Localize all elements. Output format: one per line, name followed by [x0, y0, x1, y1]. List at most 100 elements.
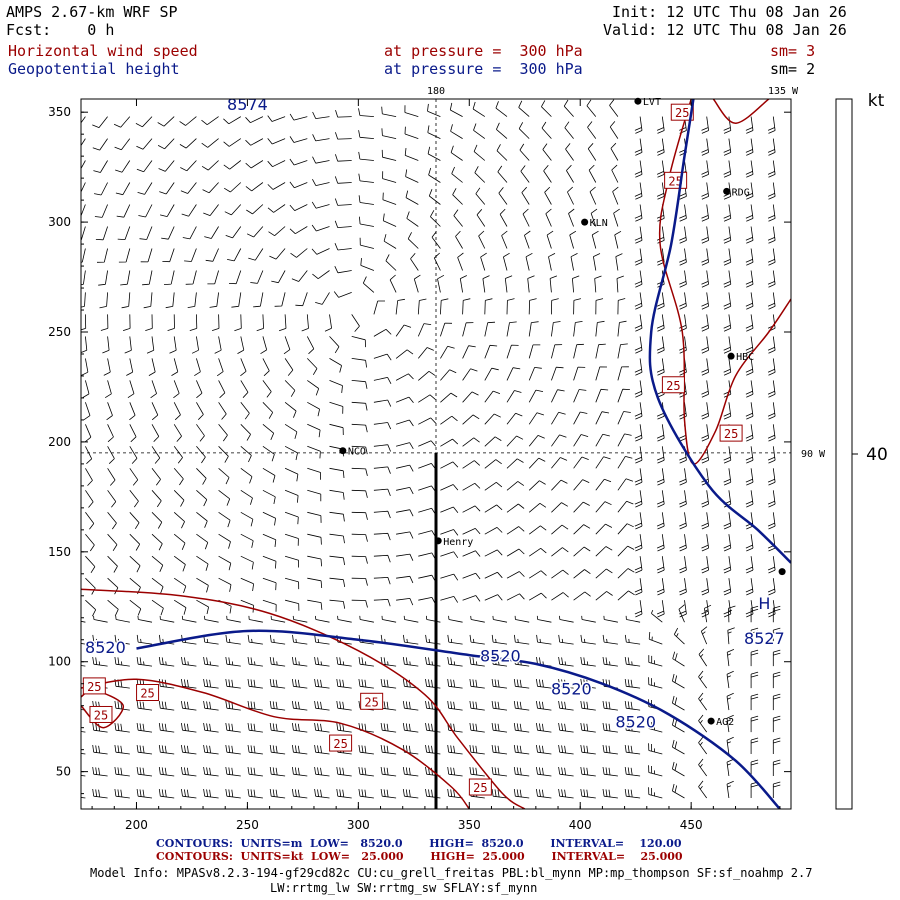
wind-barb	[573, 524, 591, 535]
wind-barb	[476, 209, 486, 227]
wind-barb	[425, 766, 441, 777]
wind-barb	[336, 700, 352, 711]
wind-barb	[558, 634, 574, 645]
wind-barb	[536, 766, 552, 777]
wind-barb	[551, 547, 569, 557]
wind-barb	[81, 182, 86, 193]
wind-barb	[418, 370, 436, 381]
wind-barb	[573, 546, 591, 557]
wind-barb	[404, 126, 419, 139]
wind-barb	[634, 402, 643, 420]
wind-barb	[595, 388, 609, 403]
wind-barb	[522, 208, 530, 227]
wind-barb	[396, 464, 414, 472]
wind-barb	[551, 524, 569, 535]
model-info-physics: LW:rrtmg_lw SW:rrtmg_sw SFLAY:sf_mynn	[270, 881, 538, 895]
y-tick-label: 50	[56, 765, 71, 779]
wind-barb	[634, 292, 643, 310]
wind-barb	[698, 736, 708, 755]
wind-barb	[173, 599, 187, 615]
wind-barb	[634, 226, 643, 244]
wind-barb	[656, 138, 665, 156]
wind-barb	[203, 204, 219, 216]
wind-barb	[351, 445, 368, 455]
wind-barb	[527, 275, 535, 293]
wind-barb	[225, 678, 241, 689]
wind-barb	[469, 744, 485, 755]
wind-barb	[545, 208, 552, 227]
wind-barb	[462, 528, 481, 535]
wind-barb	[247, 722, 263, 733]
wind-barb	[98, 270, 108, 286]
wind-barb	[542, 143, 552, 161]
wind-contour-label-box	[329, 734, 353, 752]
wind-barb	[506, 321, 517, 337]
wind-barb	[324, 314, 332, 332]
station-label: Henry	[443, 537, 473, 548]
wind-barb	[634, 600, 643, 618]
wind-barb	[484, 413, 501, 425]
wind-barb	[381, 106, 397, 117]
wind-barb	[440, 484, 459, 491]
wind-barb	[205, 248, 219, 262]
wind-barb	[513, 700, 530, 711]
wind-barb	[99, 292, 108, 309]
wind-barb	[447, 722, 463, 733]
wind-barb	[767, 116, 776, 134]
wind-barb	[96, 248, 108, 263]
wind-barb	[617, 388, 630, 403]
wind-barb	[292, 615, 308, 623]
wind-barb	[745, 248, 754, 266]
wind-barb	[480, 252, 487, 271]
wind-barb	[289, 158, 308, 166]
wind-barb	[307, 445, 321, 459]
wind-barb	[672, 761, 685, 777]
wind-barb	[572, 275, 580, 293]
wind-barb	[440, 573, 459, 581]
wind-barb	[609, 99, 619, 117]
wind-barb	[114, 744, 130, 755]
wind-barb	[519, 143, 530, 161]
wind-barb	[173, 577, 187, 594]
wind-barb	[284, 533, 299, 546]
wind-barb	[122, 314, 131, 331]
wind-barb	[723, 182, 732, 200]
wind-barb	[187, 292, 197, 308]
wind-barb	[181, 700, 197, 711]
wind-barb	[440, 345, 455, 359]
wind-barb	[81, 620, 86, 623]
wind-barb	[85, 490, 94, 508]
wind-barb	[196, 533, 209, 550]
wind-barb	[262, 380, 272, 398]
wind-barb	[223, 182, 242, 193]
wind-barb	[201, 138, 219, 148]
wind-barb	[624, 656, 641, 667]
wind-barb	[484, 459, 502, 469]
wind-barb	[679, 556, 687, 574]
wind-barb	[334, 243, 352, 251]
wind-barb	[289, 226, 308, 235]
wind-barb	[218, 489, 231, 506]
wind-barb	[418, 552, 436, 560]
wind-barb	[546, 230, 554, 249]
wind-barb	[750, 627, 759, 645]
wind-barb	[237, 336, 245, 354]
wind-barb	[136, 744, 153, 755]
wind-barb	[351, 380, 368, 389]
legend-value: 40	[866, 445, 888, 465]
wind-barb	[196, 380, 203, 399]
wind-barb	[395, 324, 412, 337]
wind-barb	[473, 144, 486, 161]
wind-barb	[167, 314, 175, 331]
model-title: AMPS 2.67-km WRF SP	[6, 3, 178, 21]
wind-barb	[107, 533, 118, 552]
wind-barb	[267, 204, 286, 213]
station-dot	[727, 352, 735, 360]
wind-barb	[142, 270, 153, 286]
wind-barb	[81, 358, 89, 376]
wind-barb	[656, 314, 665, 332]
wind-barb	[726, 670, 734, 689]
wind-barb	[698, 780, 708, 799]
wind-barb	[245, 160, 264, 169]
wind-barb	[679, 270, 687, 288]
